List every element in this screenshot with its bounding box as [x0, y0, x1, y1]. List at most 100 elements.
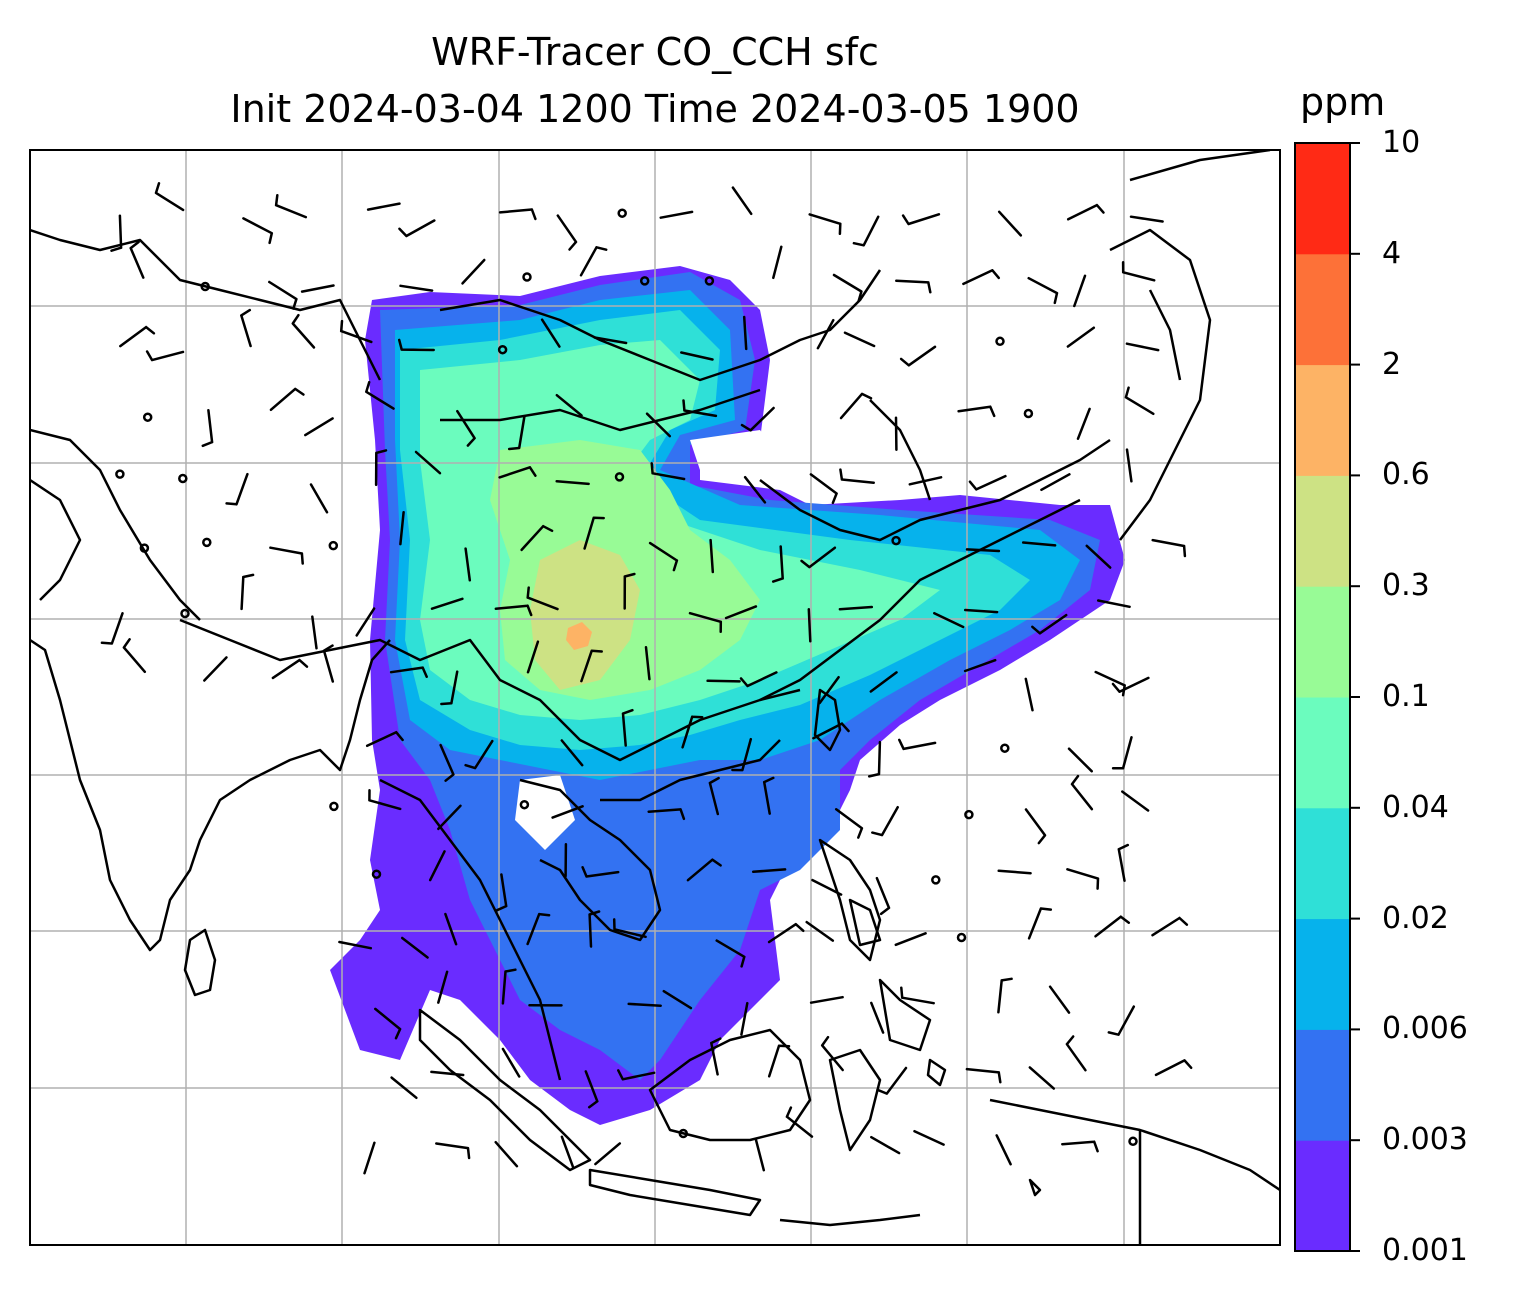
wind-barb	[878, 1068, 907, 1094]
colorbar-segment	[1295, 808, 1350, 919]
calm-wind-marker	[116, 471, 123, 478]
wind-barb	[811, 997, 843, 1003]
calm-wind-marker	[524, 274, 531, 281]
wind-barb	[1127, 344, 1158, 350]
wind-barb	[773, 247, 781, 278]
map-figure	[0, 0, 1528, 1306]
calm-wind-marker	[932, 876, 939, 883]
wind-barb	[903, 214, 939, 224]
colorbar-tick-label: 0.6	[1382, 458, 1430, 492]
wind-barb	[558, 216, 576, 250]
wind-barb	[854, 217, 878, 246]
colorbar-tick-label: 0.3	[1382, 569, 1430, 603]
wind-barb	[845, 333, 874, 346]
colorbar-segment	[1295, 1140, 1350, 1251]
wind-barb	[967, 1069, 1000, 1082]
calm-wind-marker	[141, 545, 148, 552]
wind-barb	[901, 988, 933, 1004]
wind-barb	[365, 1143, 375, 1173]
colorbar-segment	[1295, 919, 1350, 1030]
calm-wind-marker	[144, 414, 151, 421]
colorbar-segment	[1295, 143, 1350, 254]
calm-wind-marker	[182, 610, 189, 617]
colorbar-unit-label: ppm	[1300, 80, 1420, 124]
wind-barb	[273, 660, 307, 678]
wind-barb	[293, 315, 314, 347]
wind-barb	[1067, 869, 1098, 888]
wind-barb	[463, 260, 485, 283]
colorbar-tick-label: 0.006	[1382, 1012, 1468, 1046]
wind-barb	[124, 639, 145, 672]
wind-barb	[998, 979, 1011, 1012]
wind-barb	[368, 204, 399, 210]
wind-barb	[811, 474, 837, 502]
wind-barb	[203, 410, 212, 446]
wind-barb	[1026, 810, 1045, 844]
wind-barb	[242, 575, 254, 609]
concentration-field	[330, 266, 1125, 1125]
colorbar-tick-label: 0.003	[1382, 1123, 1468, 1157]
wind-barb	[1122, 792, 1148, 811]
wind-barb	[312, 617, 316, 649]
wind-barb	[967, 549, 999, 551]
wind-barb	[871, 1137, 899, 1153]
wind-barb	[431, 1072, 463, 1075]
calm-wind-marker	[958, 934, 965, 941]
colorbar-tick-label: 2	[1382, 348, 1401, 382]
wind-barb	[1113, 678, 1148, 692]
colorbar-segment	[1295, 1029, 1350, 1140]
calm-wind-marker	[1130, 1138, 1137, 1145]
calm-wind-marker	[203, 539, 210, 546]
colorbar-tick-label: 0.1	[1382, 680, 1430, 714]
wind-barb	[1156, 1060, 1191, 1075]
calm-wind-marker	[965, 811, 972, 818]
wind-barb	[436, 1144, 469, 1159]
wind-barb	[877, 878, 889, 914]
wind-barb	[1113, 737, 1131, 768]
calm-wind-marker	[1025, 410, 1032, 417]
wind-barb	[1126, 388, 1153, 414]
wind-barb	[227, 474, 248, 504]
wind-barb	[1123, 262, 1154, 280]
wind-barb	[1109, 1007, 1134, 1035]
wind-barb	[305, 418, 332, 435]
wind-barb	[756, 1139, 764, 1170]
wind-barb	[1067, 1037, 1086, 1071]
wind-barb	[500, 210, 535, 219]
wind-barb	[595, 1143, 619, 1164]
wind-barb	[708, 681, 740, 682]
wind-barb	[1029, 909, 1051, 939]
wind-barb	[999, 212, 1021, 236]
colorbar-segment	[1295, 475, 1350, 586]
wind-barb	[204, 657, 226, 680]
colorbar	[1295, 143, 1360, 1252]
wind-barb	[997, 1135, 1011, 1164]
calm-wind-marker	[330, 542, 337, 549]
colorbar-tick-label: 0.04	[1382, 791, 1449, 825]
calm-wind-marker	[330, 803, 337, 810]
colorbar-tick-label: 0.02	[1382, 902, 1449, 936]
wind-barb	[1072, 776, 1092, 809]
wind-barb	[963, 270, 998, 284]
wind-barb	[147, 352, 183, 361]
wind-barb	[1074, 276, 1085, 306]
colorbar-segment	[1295, 586, 1350, 697]
wind-barb	[1029, 278, 1057, 303]
wind-barb	[822, 1037, 843, 1070]
wind-barb	[787, 1108, 812, 1137]
wind-barb	[899, 740, 935, 749]
wind-barb	[276, 195, 306, 217]
calm-wind-marker	[179, 475, 186, 482]
wind-barb	[661, 212, 692, 218]
wind-barb	[769, 924, 803, 942]
wind-barb	[896, 281, 930, 293]
wind-barb	[1153, 918, 1187, 935]
wind-barb	[581, 247, 606, 275]
calm-wind-marker	[619, 210, 626, 217]
wind-barb	[769, 1046, 789, 1077]
wind-barb	[999, 871, 1031, 873]
gridlines	[30, 150, 1280, 1245]
calm-wind-marker	[1001, 745, 1008, 752]
wind-barb	[809, 609, 811, 641]
wind-barb	[1068, 328, 1094, 347]
